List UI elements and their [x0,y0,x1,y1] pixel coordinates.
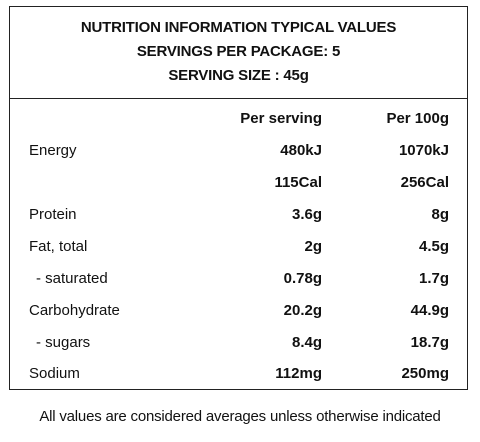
col-header-per-100g: Per 100g [386,110,449,127]
title-line-servings: SERVINGS PER PACKAGE: 5 [136,43,341,60]
row-per-serving: 20.2g [283,302,322,319]
row-per-100g: 44.9g [410,302,449,319]
table-row: Protein 3.6g 8g [10,199,467,231]
table-row: Carbohydrate 20.2g 44.9g [10,295,467,327]
row-label: Protein [29,206,77,223]
row-label: Fat, total [29,238,88,255]
row-per-serving: 3.6g [291,206,322,223]
row-per-serving: 112mg [275,365,322,382]
row-label: - sugars [36,334,91,351]
table-row: Sodium 112mg 250mg [10,358,467,390]
row-per-serving: 0.78g [283,270,322,287]
row-per-100g: 1.7g [418,270,449,287]
title-line-serving-size: SERVING SIZE : 45g [168,67,309,84]
row-per-100g: 18.7g [410,334,449,351]
column-header-row: Per serving Per 100g [10,103,467,135]
title-line-nutrition-info: NUTRITION INFORMATION TYPICAL VALUES [80,19,397,36]
nutrition-panel: NUTRITION INFORMATION TYPICAL VALUES SER… [9,6,468,390]
row-per-serving: 8.4g [291,334,322,351]
table-row: - saturated 0.78g 1.7g [10,263,467,295]
row-per-serving: 2g [304,238,322,255]
row-per-serving: 115Cal [274,174,322,191]
row-per-100g: 8g [431,206,449,223]
row-per-100g: 4.5g [418,238,449,255]
footnote: All values are considered averages unles… [39,408,441,425]
table-row: Energy 480kJ 1070kJ [10,135,467,167]
row-per-100g: 256Cal [400,174,449,191]
row-label: Carbohydrate [29,302,120,319]
row-per-serving: 480kJ [280,142,322,159]
row-label: Sodium [29,365,80,382]
col-header-per-serving: Per serving [240,110,322,127]
table-row: Fat, total 2g 4.5g [10,231,467,263]
row-label: - saturated [36,270,108,287]
row-per-100g: 250mg [401,365,449,382]
panel-header: NUTRITION INFORMATION TYPICAL VALUES SER… [10,7,467,99]
row-per-100g: 1070kJ [398,142,449,159]
table-row: 115Cal 256Cal [10,167,467,199]
row-label: Energy [29,142,77,159]
table-row: - sugars 8.4g 18.7g [10,327,467,359]
